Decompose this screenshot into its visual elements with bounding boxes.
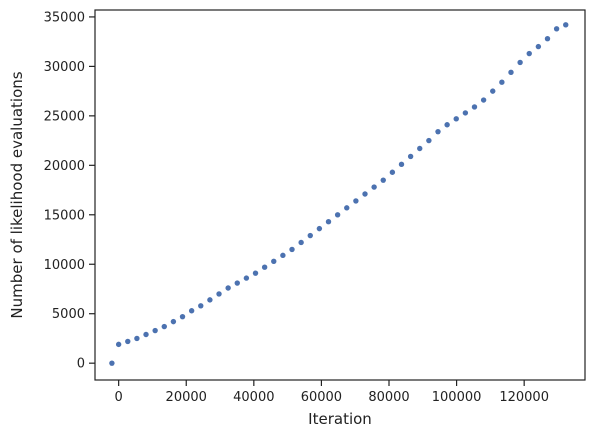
data-point xyxy=(280,252,286,259)
data-point xyxy=(334,212,341,218)
data-point xyxy=(207,297,213,303)
data-point xyxy=(426,137,432,144)
data-point xyxy=(115,341,122,348)
data-point xyxy=(398,161,405,168)
x-tick-label: 80000 xyxy=(368,390,409,405)
data-point xyxy=(134,335,140,342)
data-point xyxy=(271,258,277,264)
data-point xyxy=(179,313,186,320)
data-point xyxy=(444,122,450,128)
y-axis-label: Number of likelihood evaluations xyxy=(8,71,26,318)
data-point xyxy=(234,280,240,286)
x-tick-label: 0 xyxy=(115,390,123,405)
y-tick-label: 30000 xyxy=(44,60,85,75)
data-points xyxy=(109,22,569,366)
data-point xyxy=(435,128,441,135)
data-point xyxy=(517,59,523,66)
data-point xyxy=(325,219,332,225)
data-point xyxy=(298,239,304,246)
x-tick-label: 120000 xyxy=(499,390,549,405)
data-point xyxy=(553,26,560,32)
data-point xyxy=(289,246,295,253)
data-point xyxy=(198,303,204,309)
data-point xyxy=(161,323,167,330)
data-point xyxy=(362,191,368,197)
data-point xyxy=(353,198,359,204)
data-point xyxy=(563,22,569,28)
data-point xyxy=(480,97,487,103)
data-point xyxy=(316,225,323,232)
x-tick-label: 100000 xyxy=(432,390,482,405)
data-point xyxy=(188,308,195,314)
data-point xyxy=(307,232,313,239)
data-point xyxy=(380,177,386,183)
x-tick-label: 20000 xyxy=(166,390,207,405)
data-point xyxy=(471,104,478,110)
data-point xyxy=(453,116,459,122)
y-tick-label: 5000 xyxy=(52,307,85,322)
x-axis-ticks: 0 20000 40000 60000 80000 100000 120000 xyxy=(115,380,549,405)
data-point xyxy=(499,79,505,85)
y-tick-label: 0 xyxy=(77,357,85,372)
data-point xyxy=(225,285,231,291)
data-point xyxy=(490,88,496,94)
data-point xyxy=(462,110,469,116)
data-point xyxy=(170,318,177,325)
data-point xyxy=(216,291,222,297)
plot-area xyxy=(94,9,586,381)
data-point xyxy=(526,50,532,57)
data-point xyxy=(371,184,377,190)
data-point xyxy=(261,264,268,270)
data-point xyxy=(508,69,514,76)
y-tick-label: 25000 xyxy=(44,109,85,124)
y-tick-label: 10000 xyxy=(44,258,85,273)
data-point xyxy=(389,169,396,175)
data-point xyxy=(544,35,551,42)
data-point xyxy=(143,331,149,338)
y-tick-label: 20000 xyxy=(44,159,85,174)
data-point xyxy=(535,43,542,50)
data-point xyxy=(407,153,414,160)
y-tick-label: 15000 xyxy=(44,208,85,223)
data-point xyxy=(243,275,250,281)
data-point xyxy=(344,205,350,211)
y-axis-ticks: 0 5000 10000 15000 20000 25000 30000 35000 xyxy=(44,10,95,372)
data-point xyxy=(125,338,131,345)
x-tick-label: 40000 xyxy=(233,390,274,405)
x-tick-label: 60000 xyxy=(301,390,342,405)
data-point xyxy=(152,327,158,334)
data-point xyxy=(252,270,259,276)
data-point xyxy=(109,360,115,366)
data-point xyxy=(417,145,423,152)
y-tick-label: 35000 xyxy=(44,10,85,25)
x-axis-label: Iteration xyxy=(308,410,372,428)
